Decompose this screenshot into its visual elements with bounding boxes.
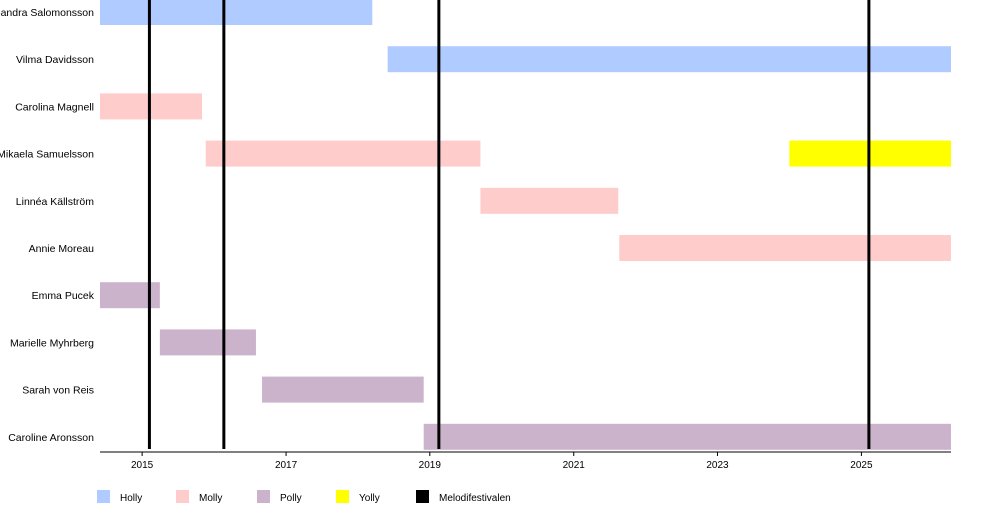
member-label-linnea-kallstrom: Linnéa Källström	[16, 196, 94, 208]
member-label-emma-pucek: Emma Pucek	[32, 290, 95, 302]
legend-label-polly: Polly	[280, 493, 302, 504]
legend-swatch-melodifestivalen	[416, 490, 429, 503]
member-labels-layer: Sandra Salomonsson Vilma Davidsson Carolin…	[0, 7, 95, 444]
x-tick-label-2017: 2017	[275, 460, 298, 471]
member-label-mikaela-samuelsson: Mikaela Samuelsson	[0, 149, 94, 161]
bars-layer	[100, 0, 952, 450]
legend-swatch-yolly	[336, 490, 349, 503]
legend-label-holly: Holly	[120, 493, 142, 504]
bar-linnea-kallstrom-molly	[480, 187, 619, 214]
x-tick-label-2025: 2025	[850, 460, 873, 471]
bar-carolina-magnell-molly	[100, 93, 202, 120]
member-label-marielle-myhrberg: Marielle Myhrberg	[10, 337, 94, 349]
x-tick-label-2021: 2021	[563, 460, 586, 471]
event-lines-layer	[147, 0, 871, 449]
legend-label-yolly: Yolly	[359, 493, 380, 504]
member-label-caroline-aronsson: Caroline Aronsson	[8, 432, 94, 444]
x-tick-label-2019: 2019	[419, 460, 442, 471]
legend-swatch-polly	[257, 490, 270, 503]
x-tick-label-2015: 2015	[131, 460, 154, 471]
member-label-sandra-salomonsson: Sandra Salomonsson	[0, 7, 94, 19]
member-label-vilma-davidsson: Vilma Davidsson	[16, 54, 94, 66]
bar-vilma-davidsson-holly	[387, 46, 951, 73]
x-axis: 2015 2017 2019 2021 2023 2025	[100, 451, 951, 471]
legend: Holly Molly Polly Yolly Melodifestivalen	[97, 490, 511, 504]
legend-label-molly: Molly	[199, 493, 222, 504]
legend-label-melodifestivalen: Melodifestivalen	[439, 493, 511, 504]
legend-swatch-molly	[176, 490, 189, 503]
bar-annie-moreau-molly	[619, 235, 951, 261]
bar-sarah-von-reis-polly	[262, 376, 424, 403]
x-tick-label-2023: 2023	[706, 460, 729, 471]
bar-mikaela-samuelsson-molly-1	[205, 140, 481, 167]
member-label-annie-moreau: Annie Moreau	[29, 243, 95, 255]
member-label-sarah-von-reis: Sarah von Reis	[22, 385, 94, 397]
bar-sandra-salomonsson-holly	[100, 0, 373, 25]
member-label-carolina-magnell: Carolina Magnell	[15, 101, 94, 113]
legend-swatch-holly	[97, 490, 110, 503]
bar-marielle-myhrberg-polly	[159, 329, 256, 356]
bar-caroline-aronsson-polly	[423, 423, 952, 450]
